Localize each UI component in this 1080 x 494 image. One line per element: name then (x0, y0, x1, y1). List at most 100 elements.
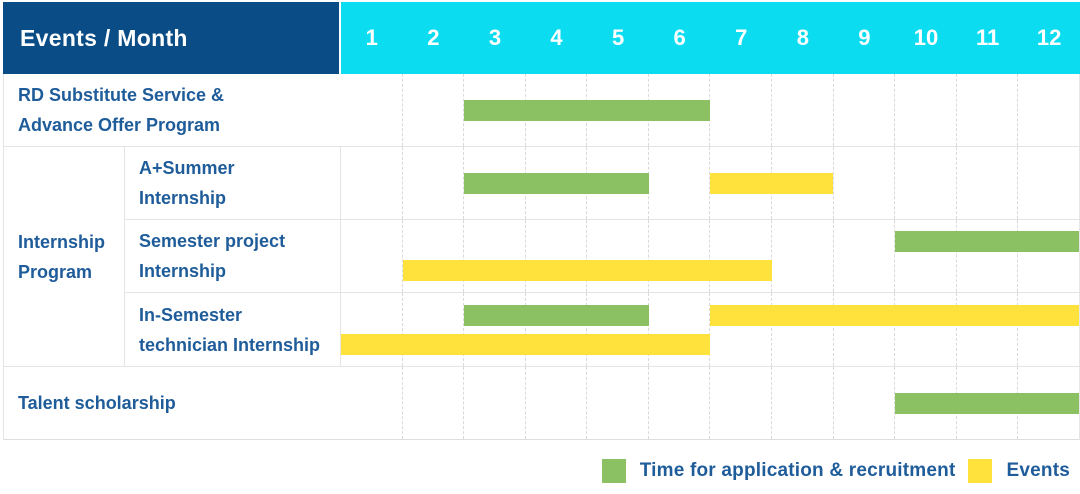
month-gridline (464, 367, 526, 439)
month-gridline (772, 367, 834, 439)
month-header-2: 2 (427, 25, 440, 50)
label-line: Program (18, 261, 93, 282)
month-gridline (403, 147, 465, 219)
label-line: In-Semester (139, 304, 243, 325)
month-gridline (957, 74, 1019, 146)
label-line: Semester project (139, 231, 286, 251)
bar-lanes (341, 367, 1079, 439)
events-month-header: Events / Month (3, 2, 341, 74)
month-gridline (587, 367, 649, 439)
gantt-bar-event (710, 172, 833, 194)
gantt-row: In-Semester technician Internship (125, 293, 1079, 366)
month-gridline (403, 74, 465, 146)
timeline-cell (341, 220, 1079, 292)
bar-lane (341, 333, 1079, 355)
month-gridline (341, 367, 403, 439)
month-header-3: 3 (488, 25, 502, 50)
month-gridline (834, 220, 896, 292)
row-label: Talent scholarship (4, 367, 341, 439)
month-gridline (587, 293, 649, 366)
month-gridline (587, 220, 649, 292)
month-gridline (957, 220, 1019, 292)
bar-lane (341, 260, 1079, 281)
month-gridline (341, 293, 403, 366)
month-header-12: 12 (1036, 25, 1062, 50)
month-header-1: 1 (365, 25, 378, 50)
legend-label: Events (1006, 460, 1070, 481)
legend-label: Time for application & recruitment (639, 460, 956, 481)
month-header-9: 9 (858, 25, 871, 50)
label-line: Internship (139, 188, 227, 208)
bar-lane (341, 99, 1079, 121)
group-rows: A+Summer Internship Semester project Intern… (125, 147, 1079, 366)
timeline-cell (341, 367, 1079, 439)
month-gridline (834, 74, 896, 146)
bar-lane (341, 172, 1079, 194)
month-header-5: 5 (611, 25, 625, 50)
label-line: RD Substitute Service & (18, 85, 225, 105)
row-label: Semester project Internship (125, 220, 341, 292)
legend-swatch-event (968, 459, 993, 483)
month-gridline (649, 220, 711, 292)
month-gridline (403, 293, 465, 366)
month-gridline (834, 147, 896, 219)
month-gridline (710, 74, 773, 146)
row-label: A+Summer Internship (125, 147, 341, 219)
month-header-11: 11 (975, 25, 1000, 50)
month-gridline (341, 147, 403, 219)
row-label: RD Substitute Service & Advance Offer Pro… (4, 74, 341, 146)
gantt-bar-application (464, 172, 649, 194)
gantt-chart: Events / Month 1 2 3 4 5 6 7 8 9 10 11 12 RD Substi… (3, 2, 1080, 440)
month-gridline (957, 147, 1019, 219)
month-gridline (526, 367, 588, 439)
month-gridline (710, 293, 773, 366)
gantt-bar-application (894, 392, 1079, 414)
bar-lanes (341, 220, 1079, 292)
month-header-6: 6 (673, 25, 686, 50)
month-gridline (341, 220, 403, 292)
bar-lanes (341, 74, 1079, 146)
month-header-10: 10 (913, 25, 939, 50)
timeline-cell (341, 293, 1079, 366)
legend-item-application: Time for application & recruitment (601, 459, 956, 483)
group-block: Internship Program A+Summer Internship Semes… (4, 147, 1079, 367)
month-gridline (464, 293, 526, 366)
gantt-row: A+Summer Internship (125, 147, 1079, 220)
month-gridline (403, 220, 465, 292)
legend-swatch-application (601, 459, 626, 483)
month-gridline (957, 293, 1019, 366)
gantt-row: RD Substitute Service & Advance Offer Pro… (4, 74, 1079, 147)
month-gridline (649, 147, 711, 219)
legend-item-event: Events (968, 459, 1070, 483)
gantt-bar-event (710, 304, 1079, 326)
timeline-cell (341, 74, 1079, 146)
month-gridline (834, 293, 896, 366)
month-gridline (895, 220, 957, 292)
bar-lanes (341, 147, 1079, 219)
bar-lanes (341, 293, 1079, 366)
month-grid (341, 293, 1079, 366)
month-gridline (895, 293, 957, 366)
month-gridline (403, 367, 465, 439)
month-gridline (526, 293, 588, 366)
month-gridline (772, 147, 834, 219)
month-gridline (895, 74, 957, 146)
bar-lane (341, 392, 1079, 414)
timeline-cell (341, 147, 1079, 219)
gantt-bar-application (464, 99, 710, 121)
month-grid (341, 220, 1079, 292)
gantt-bar-event (341, 333, 710, 355)
month-gridline (464, 220, 526, 292)
label-line: A+Summer (139, 158, 235, 178)
month-gridline (710, 367, 773, 439)
label-line: Advance Offer Program (18, 115, 221, 135)
label-line: technician Internship (139, 334, 321, 355)
label-line: Talent scholarship (18, 393, 176, 413)
month-header-8: 8 (796, 25, 809, 50)
label-line: Internship (18, 231, 106, 252)
gantt-bar-application (464, 304, 649, 326)
month-gridline (526, 220, 588, 292)
month-gridline (710, 220, 773, 292)
gantt-bar-application (894, 231, 1079, 252)
gantt-row: Semester project Internship (125, 220, 1079, 293)
